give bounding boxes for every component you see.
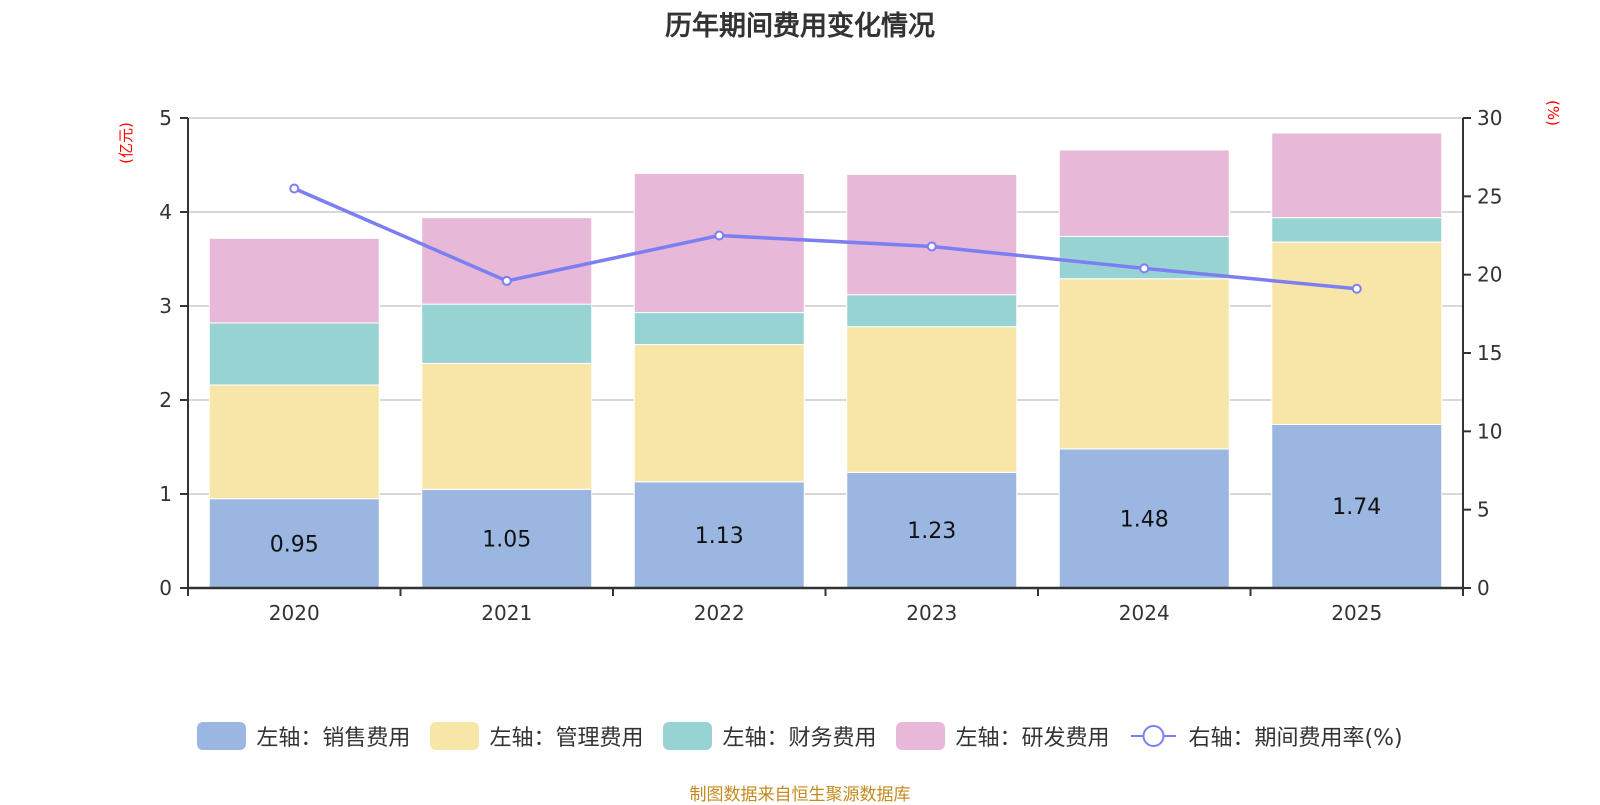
left-axis-tick-label: 0: [159, 576, 172, 600]
x-axis-tick-label: 2022: [694, 601, 745, 625]
legend-label: 右轴：期间费用率(%): [1188, 726, 1403, 751]
legend-label: 左轴：销售费用: [256, 726, 411, 751]
bar-segment-1: [846, 326, 1018, 473]
bar-segment-1: [633, 344, 805, 483]
right-axis-tick-label: 15: [1477, 341, 1502, 365]
rate-point: [926, 241, 937, 252]
bar-segment-3: [421, 217, 593, 305]
bar-data-label: 1.48: [1120, 507, 1169, 532]
bar-data-label: 1.05: [482, 528, 531, 553]
legend: 左轴：销售费用 左轴：管理费用 左轴：财务费用 左轴：研发费用 右轴：期间费用率(%): [0, 720, 1600, 752]
bar-segment-3: [633, 172, 805, 314]
legend-line-marker-icon: [1131, 725, 1177, 747]
bar-segment-2: [421, 303, 593, 364]
bar-segment-0: [846, 471, 1018, 589]
bar-segment-1: [1058, 278, 1230, 450]
left-axis-tick-label: 5: [159, 106, 172, 130]
x-axis-tick-label: 2025: [1331, 601, 1382, 625]
right-axis-unit: (%): [1544, 100, 1562, 126]
left-axis-tick-label: 1: [159, 482, 172, 506]
bar-data-label: 1.13: [695, 524, 744, 549]
legend-swatch: [430, 722, 480, 750]
bar-data-label: 1.23: [907, 519, 956, 544]
right-axis-tick-label: 25: [1477, 184, 1502, 208]
x-axis-tick-label: 2020: [269, 601, 320, 625]
bar-segment-2: [633, 312, 805, 346]
legend-swatch: [197, 722, 247, 750]
legend-item[interactable]: 左轴：销售费用: [197, 720, 410, 752]
data-labels: 0.95 1.05 1.13 1.23 1.48 1.74: [270, 495, 1381, 557]
bar-data-label: 1.74: [1332, 495, 1381, 520]
legend-item[interactable]: 右轴：期间费用率(%): [1129, 720, 1403, 752]
bar-segment-3: [1271, 132, 1443, 219]
legend-label: 左轴：财务费用: [722, 726, 877, 751]
x-axis-tick-label: 2023: [906, 601, 957, 625]
gridlines: [188, 117, 1463, 495]
left-axis-tick-label: 4: [159, 200, 172, 224]
bar-segment-0: [421, 488, 593, 589]
bar-segment-3: [846, 173, 1018, 296]
left-axis-tick-label: 3: [159, 294, 172, 318]
bar-segment-2: [846, 294, 1018, 328]
legend-item[interactable]: 左轴：管理费用: [430, 720, 643, 752]
source-note: 制图数据来自恒生聚源数据库: [689, 785, 911, 805]
chart-title: 历年期间费用变化情况: [665, 11, 935, 42]
legend-swatch: [896, 722, 946, 750]
rate-point: [714, 230, 725, 241]
right-axis-tick-label: 30: [1477, 106, 1502, 130]
x-axis-tick-label: 2021: [481, 601, 532, 625]
bar-segment-0: [208, 498, 380, 589]
bar-segment-0: [633, 481, 805, 589]
legend-item[interactable]: 左轴：财务费用: [663, 720, 876, 752]
bar-segment-2: [1271, 217, 1443, 243]
bar-segment-1: [208, 384, 380, 500]
bar-segment-1: [421, 362, 593, 490]
rate-point: [1351, 283, 1362, 294]
legend-label: 左轴：研发费用: [955, 726, 1110, 751]
right-axis-tick-label: 5: [1477, 498, 1490, 522]
left-axis-unit: (亿元): [117, 122, 135, 164]
rate-point: [1139, 263, 1150, 274]
bar-segment-1: [1271, 241, 1443, 425]
bar-segment-2: [208, 322, 380, 386]
left-axis-tick-label: 2: [159, 388, 172, 412]
legend-label: 左轴：管理费用: [489, 726, 644, 751]
bar-segment-0: [1058, 448, 1230, 589]
bar-segment-3: [1058, 149, 1230, 237]
right-axis-tick-label: 10: [1477, 419, 1502, 443]
legend-swatch: [663, 722, 713, 750]
rate-point: [501, 275, 512, 286]
right-axis-tick-label: 20: [1477, 263, 1502, 287]
bar-data-label: 0.95: [270, 532, 319, 557]
right-axis-tick-label: 0: [1477, 576, 1490, 600]
rate-line: [289, 183, 1362, 294]
rate-line-path: [293, 186, 1357, 291]
rate-point: [289, 183, 300, 194]
legend-item[interactable]: 左轴：研发费用: [896, 720, 1109, 752]
bars: [208, 132, 1443, 589]
x-axis-tick-label: 2024: [1119, 601, 1170, 625]
bar-segment-3: [208, 237, 380, 324]
